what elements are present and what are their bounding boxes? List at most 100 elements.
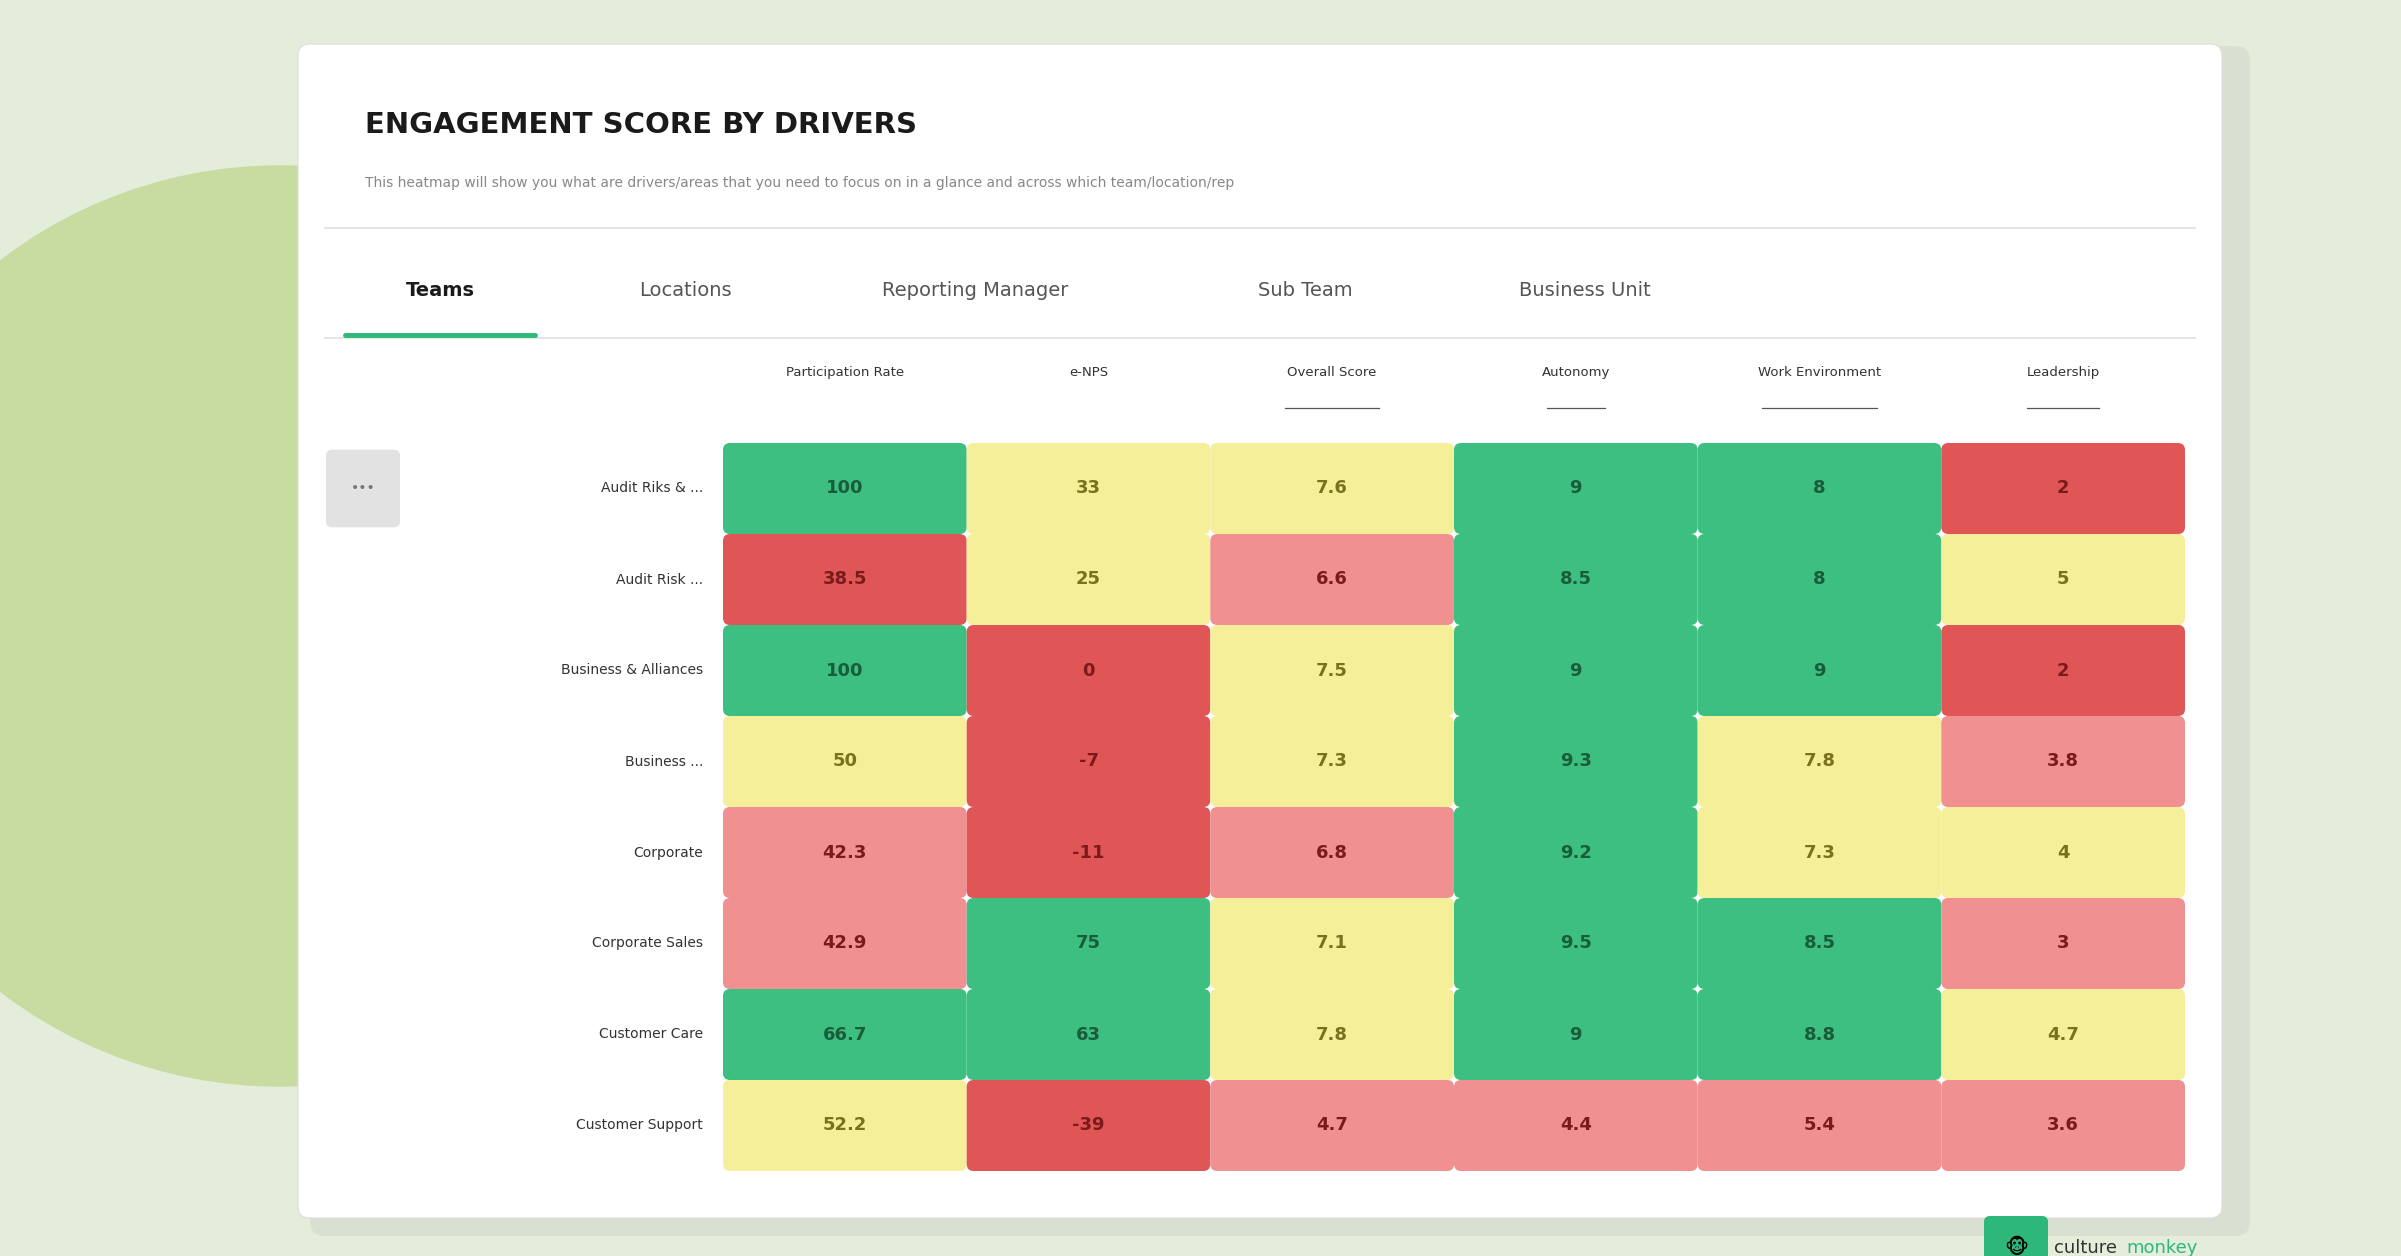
Text: 3: 3	[2058, 934, 2070, 952]
Text: Reporting Manager: Reporting Manager	[881, 280, 1068, 299]
Text: culture: culture	[2053, 1238, 2118, 1256]
Text: Sub Team: Sub Team	[1258, 280, 1352, 299]
FancyBboxPatch shape	[1942, 716, 2185, 808]
Text: 50: 50	[833, 752, 857, 770]
Text: 100: 100	[826, 662, 864, 679]
FancyBboxPatch shape	[1210, 716, 1455, 808]
FancyBboxPatch shape	[1983, 1216, 2048, 1256]
Text: 2: 2	[2058, 480, 2070, 497]
FancyBboxPatch shape	[1698, 534, 1942, 625]
Text: 9.2: 9.2	[1561, 844, 1592, 862]
Text: 63: 63	[1076, 1025, 1102, 1044]
FancyBboxPatch shape	[1698, 988, 1942, 1080]
Text: Audit Riks & ...: Audit Riks & ...	[600, 481, 703, 496]
Text: 25: 25	[1076, 570, 1102, 589]
Text: -11: -11	[1073, 844, 1104, 862]
Text: 38.5: 38.5	[824, 570, 867, 589]
Text: 9: 9	[1570, 480, 1582, 497]
FancyBboxPatch shape	[1210, 898, 1455, 988]
FancyBboxPatch shape	[968, 534, 1210, 625]
Text: Leadership: Leadership	[2026, 365, 2101, 379]
Text: 2: 2	[2058, 662, 2070, 679]
FancyBboxPatch shape	[1210, 1080, 1455, 1171]
Text: 0: 0	[1083, 662, 1095, 679]
Text: 5: 5	[2058, 570, 2070, 589]
Text: monkey: monkey	[2125, 1238, 2197, 1256]
FancyBboxPatch shape	[310, 46, 2250, 1236]
FancyBboxPatch shape	[1455, 443, 1698, 534]
Text: 9.5: 9.5	[1561, 934, 1592, 952]
Text: Overall Score: Overall Score	[1287, 365, 1376, 379]
Text: 7.1: 7.1	[1316, 934, 1347, 952]
Text: 7.8: 7.8	[1316, 1025, 1349, 1044]
Text: 9.3: 9.3	[1561, 752, 1592, 770]
Text: 8.5: 8.5	[1803, 934, 1834, 952]
Text: 7.3: 7.3	[1316, 752, 1347, 770]
Text: 8: 8	[1813, 570, 1825, 589]
Text: 🐵: 🐵	[2005, 1238, 2029, 1256]
FancyBboxPatch shape	[1455, 988, 1698, 1080]
FancyBboxPatch shape	[1698, 898, 1942, 988]
Text: Business & Alliances: Business & Alliances	[562, 663, 703, 677]
Text: Teams: Teams	[406, 280, 475, 299]
Text: Autonomy: Autonomy	[1541, 365, 1611, 379]
Text: Locations: Locations	[639, 280, 732, 299]
FancyBboxPatch shape	[1942, 443, 2185, 534]
FancyBboxPatch shape	[1942, 808, 2185, 898]
Text: 3.8: 3.8	[2048, 752, 2079, 770]
FancyBboxPatch shape	[1698, 808, 1942, 898]
Text: 8.8: 8.8	[1803, 1025, 1834, 1044]
Text: •••: •••	[351, 481, 375, 496]
Text: 7.5: 7.5	[1316, 662, 1347, 679]
FancyBboxPatch shape	[1698, 443, 1942, 534]
FancyBboxPatch shape	[1455, 808, 1698, 898]
Text: 42.9: 42.9	[824, 934, 867, 952]
FancyBboxPatch shape	[1455, 716, 1698, 808]
FancyBboxPatch shape	[1698, 625, 1942, 716]
FancyBboxPatch shape	[723, 534, 968, 625]
Text: 4.4: 4.4	[1561, 1117, 1592, 1134]
FancyBboxPatch shape	[723, 898, 968, 988]
Text: Participation Rate: Participation Rate	[785, 365, 903, 379]
FancyBboxPatch shape	[1210, 988, 1455, 1080]
FancyBboxPatch shape	[1455, 1080, 1698, 1171]
Text: Business ...: Business ...	[624, 755, 703, 769]
Text: 5.4: 5.4	[1803, 1117, 1834, 1134]
Text: 75: 75	[1076, 934, 1102, 952]
Text: 3.6: 3.6	[2048, 1117, 2079, 1134]
FancyBboxPatch shape	[1455, 898, 1698, 988]
Text: 7.8: 7.8	[1803, 752, 1834, 770]
FancyBboxPatch shape	[723, 1080, 968, 1171]
Text: 42.3: 42.3	[824, 844, 867, 862]
Text: -7: -7	[1078, 752, 1100, 770]
FancyBboxPatch shape	[1942, 988, 2185, 1080]
FancyBboxPatch shape	[723, 716, 968, 808]
FancyBboxPatch shape	[1210, 625, 1455, 716]
Text: 7.6: 7.6	[1316, 480, 1347, 497]
Text: Business Unit: Business Unit	[1520, 280, 1652, 299]
FancyBboxPatch shape	[1698, 716, 1942, 808]
Text: 52.2: 52.2	[824, 1117, 867, 1134]
FancyBboxPatch shape	[1210, 808, 1455, 898]
FancyBboxPatch shape	[1942, 898, 2185, 988]
FancyBboxPatch shape	[1455, 625, 1698, 716]
FancyBboxPatch shape	[1942, 1080, 2185, 1171]
Text: Customer Support: Customer Support	[576, 1119, 703, 1133]
Text: 9: 9	[1570, 1025, 1582, 1044]
FancyBboxPatch shape	[1942, 534, 2185, 625]
FancyBboxPatch shape	[723, 625, 968, 716]
Text: -39: -39	[1073, 1117, 1104, 1134]
FancyBboxPatch shape	[723, 808, 968, 898]
FancyBboxPatch shape	[968, 898, 1210, 988]
Circle shape	[0, 166, 740, 1086]
Text: Audit Risk ...: Audit Risk ...	[617, 573, 703, 587]
Text: 6.6: 6.6	[1316, 570, 1347, 589]
FancyBboxPatch shape	[723, 443, 968, 534]
Text: e-NPS: e-NPS	[1068, 365, 1109, 379]
FancyBboxPatch shape	[968, 988, 1210, 1080]
Text: 6.8: 6.8	[1316, 844, 1349, 862]
Text: This heatmap will show you what are drivers/areas that you need to focus on in a: This heatmap will show you what are driv…	[365, 176, 1234, 190]
Text: 4.7: 4.7	[1316, 1117, 1347, 1134]
Text: Corporate Sales: Corporate Sales	[593, 937, 703, 951]
FancyBboxPatch shape	[1210, 443, 1455, 534]
